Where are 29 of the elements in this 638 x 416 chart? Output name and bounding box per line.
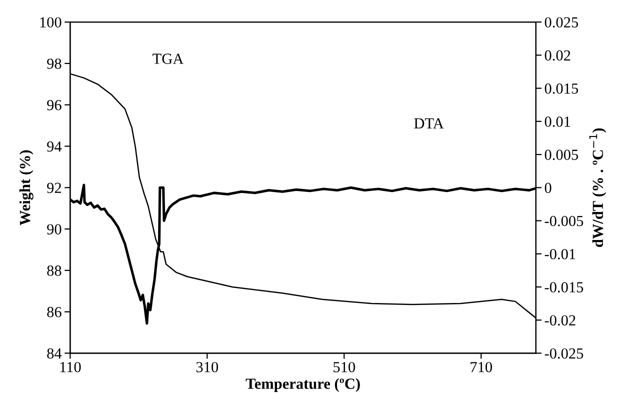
y2-tick-label: -0.01 [544, 248, 576, 260]
y-axis-title: Weight (%) [19, 150, 34, 226]
y2-tick-label: 0.005 [544, 150, 578, 160]
annotation: DTA [414, 118, 444, 128]
y2-tick-label: 0.01 [544, 116, 570, 127]
x-tick-label: 110 [60, 362, 81, 372]
y2-tick-label: -0.015 [544, 282, 584, 292]
y-tick-label: 92 [47, 182, 62, 194]
y-tick-label: 90 [47, 224, 62, 234]
y2-tick-label: 0 [544, 182, 552, 194]
y-tick-label: 94 [47, 141, 62, 152]
y-tick-label: 98 [47, 58, 62, 69]
x-tick-label: 710 [470, 362, 492, 372]
y2-tick-label: -0.025 [544, 348, 584, 359]
y2-tick-label: 0.015 [544, 83, 578, 94]
y2-tick-label: 0.025 [544, 17, 578, 28]
y2-tick-label: -0.005 [544, 216, 584, 226]
y-tick-label: 100 [40, 17, 62, 28]
annotation: TGA [152, 54, 184, 64]
y-tick-label: 84 [47, 348, 62, 359]
x-tick-label: 310 [196, 362, 218, 372]
y-tick-label: 88 [47, 266, 62, 276]
x-axis-title: Temperature (ºC) [246, 378, 360, 392]
y2-axis-title: dW/dT (% . ºC$^{−1}$) [589, 128, 606, 247]
y-tick-label: 96 [47, 100, 62, 110]
y-tick-label: 86 [47, 306, 62, 318]
y2-tick-label: -0.02 [544, 315, 576, 326]
x-tick-label: 510 [334, 362, 356, 372]
y2-tick-label: 0.02 [544, 50, 570, 61]
